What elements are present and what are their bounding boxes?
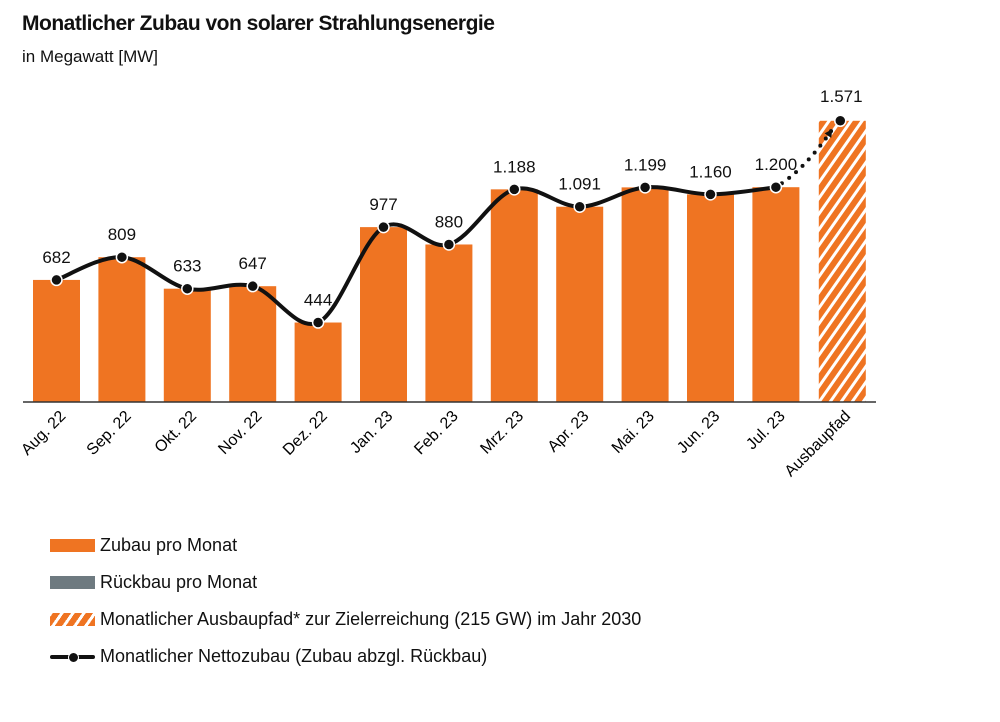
bar-zubau [98, 257, 146, 402]
bar-zubau [752, 187, 800, 402]
x-tick-label: Okt. 22 [152, 408, 201, 457]
bar-zubau [425, 244, 473, 402]
x-tick-label: Dez. 22 [280, 408, 331, 459]
data-label: 633 [173, 257, 201, 276]
nettozubau-point [573, 200, 586, 213]
nettozubau-point [181, 282, 194, 295]
ausbaupfad-arrow [779, 128, 834, 186]
nettozubau-point [638, 181, 652, 194]
x-tick-label: Feb. 23 [411, 408, 461, 458]
data-label: 1.200 [755, 155, 798, 174]
legend-item-zubau: Zubau pro Monat [50, 527, 641, 564]
legend-label: Monatlicher Ausbaupfad* zur Zielerreichu… [100, 609, 642, 629]
bar-zubau [621, 187, 669, 402]
x-tick-label: Ausbaupfad [782, 408, 854, 480]
x-tick-label: Apr. 23 [545, 408, 593, 456]
nettozubau-point [311, 316, 325, 329]
legend: Zubau pro Monat Rückbau pro Monat Monatl… [50, 527, 641, 675]
x-tick-label: Aug. 22 [18, 408, 69, 459]
bar-zubau [33, 279, 80, 402]
nettozubau-point [115, 250, 129, 264]
data-label: 977 [369, 195, 397, 214]
legend-label: Rückbau pro Monat [100, 572, 258, 592]
legend-label: Monatlicher Nettozubau (Zubau abzgl. Rüc… [100, 646, 488, 666]
bar-zubau [490, 189, 538, 402]
legend-swatch-zubau [50, 539, 95, 552]
data-label: 809 [108, 225, 136, 244]
chart-title: Monatlicher Zubau von solarer Strahlungs… [22, 12, 495, 35]
nettozubau-point [769, 180, 783, 194]
legend-label: Zubau pro Monat [100, 535, 238, 555]
x-tick-label: Sep. 22 [84, 408, 135, 459]
chart-subtitle: in Megawatt [MW] [22, 47, 159, 66]
data-label: 1.160 [689, 162, 732, 181]
legend-item-nettozubau: Monatlicher Nettozubau (Zubau abzgl. Rüc… [50, 638, 641, 675]
data-label: 682 [42, 248, 70, 267]
bar-zubau [556, 206, 604, 402]
bar-zubau [360, 227, 407, 402]
bar-zubau [294, 322, 342, 402]
bar-zubau [687, 194, 734, 402]
bar-zubau [229, 286, 277, 402]
x-tick-label: Jan. 23 [347, 408, 396, 457]
x-tick-label: Mai. 23 [609, 408, 658, 457]
data-label: 1.188 [493, 157, 536, 176]
legend-swatch-nettozubau [50, 650, 95, 663]
nettozubau-point [246, 279, 259, 293]
bar-zubau [163, 288, 211, 402]
legend-item-ausbaupfad: Monatlicher Ausbaupfad* zur Zielerreichu… [50, 601, 641, 638]
data-label: 1.091 [558, 175, 601, 194]
data-label: 1.199 [624, 155, 667, 174]
legend-swatch-rueckbau [50, 576, 95, 589]
bar-ausbaupfad [818, 120, 866, 402]
legend-item-rueckbau: Rückbau pro Monat [50, 564, 641, 601]
data-label: 880 [435, 212, 463, 231]
nettozubau-point [50, 273, 63, 287]
x-tick-label: Jul. 23 [743, 408, 788, 453]
x-tick-label: Nov. 22 [215, 408, 265, 458]
nettozubau-point [377, 220, 390, 234]
nettozubau-point [508, 183, 521, 196]
data-label: 1.571 [820, 87, 863, 106]
x-tick-label: Mrz. 23 [477, 408, 527, 458]
data-label: 444 [304, 291, 332, 310]
legend-swatch-ausbaupfad [50, 613, 95, 626]
data-label: 647 [239, 254, 267, 273]
nettozubau-point [442, 238, 456, 251]
nettozubau-point [834, 114, 847, 128]
nettozubau-point [704, 188, 717, 201]
x-tick-label: Jun. 23 [674, 408, 723, 457]
